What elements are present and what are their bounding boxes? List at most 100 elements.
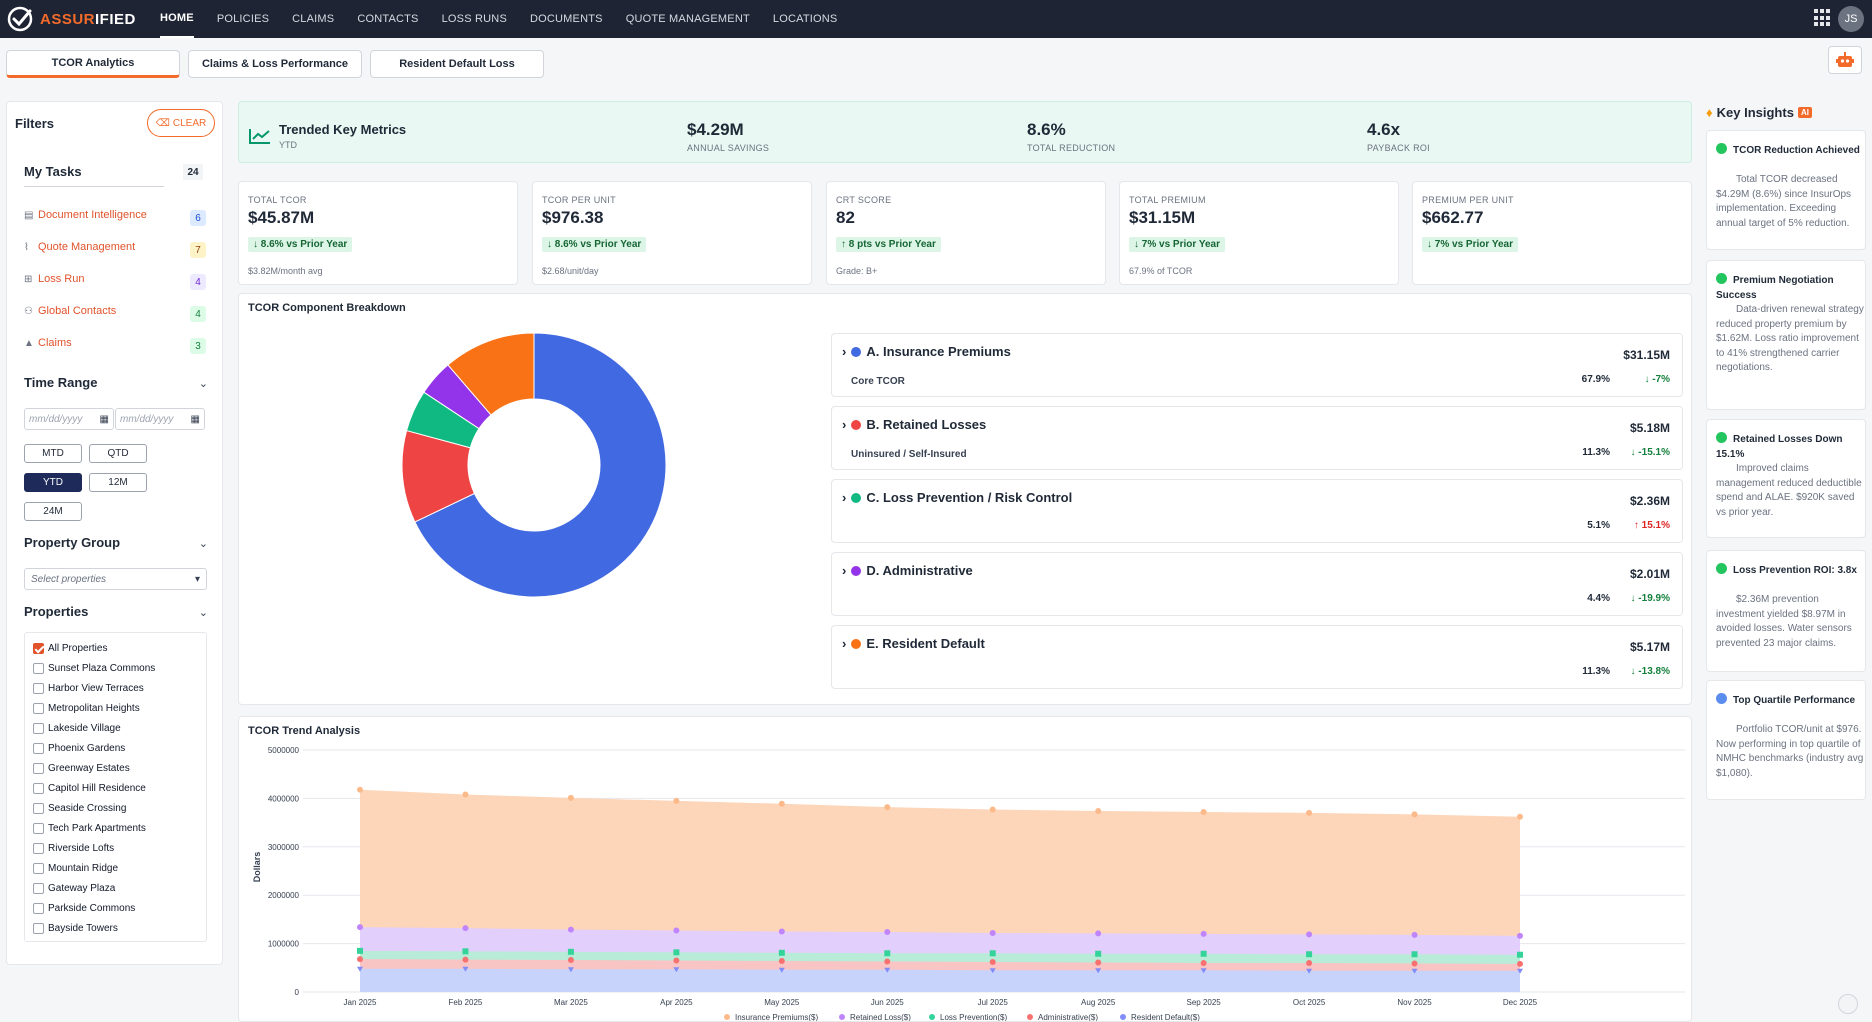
- nav-home[interactable]: HOME: [160, 0, 194, 38]
- nav-policies[interactable]: POLICIES: [216, 13, 270, 25]
- property-item[interactable]: Phoenix Gardens: [33, 743, 125, 754]
- data-point[interactable]: [673, 967, 680, 973]
- calendar-icon[interactable]: ▦: [99, 413, 109, 425]
- legend-label[interactable]: Administrative($): [1038, 1013, 1098, 1021]
- data-point[interactable]: [1095, 930, 1102, 937]
- data-point[interactable]: [462, 966, 469, 972]
- insight-card[interactable]: Loss Prevention ROI: 3.8x $2.36M prevent…: [1706, 550, 1866, 672]
- property-item[interactable]: Tech Park Apartments: [33, 823, 146, 834]
- chevron-down-icon[interactable]: ⌄: [198, 607, 208, 619]
- data-point[interactable]: [778, 967, 785, 973]
- data-point[interactable]: [357, 924, 363, 931]
- range-mtd-button[interactable]: MTD: [24, 444, 82, 463]
- data-point[interactable]: [567, 948, 574, 955]
- chevron-right-icon[interactable]: ›: [842, 344, 847, 359]
- data-point[interactable]: [462, 791, 469, 798]
- data-point[interactable]: [357, 966, 363, 972]
- data-point[interactable]: [673, 957, 680, 964]
- data-point[interactable]: [778, 800, 785, 807]
- nav-locations[interactable]: LOCATIONS: [772, 13, 838, 25]
- chevron-right-icon[interactable]: ›: [842, 490, 847, 505]
- data-point[interactable]: [1306, 951, 1313, 958]
- range-24m-button[interactable]: 24M: [24, 502, 82, 521]
- property-item[interactable]: Gateway Plaza: [33, 883, 115, 894]
- checkbox[interactable]: [33, 683, 44, 694]
- data-point[interactable]: [1306, 809, 1313, 816]
- data-point[interactable]: [357, 947, 363, 954]
- data-point[interactable]: [1411, 960, 1418, 967]
- data-point[interactable]: [884, 804, 891, 811]
- checkbox[interactable]: [33, 643, 44, 654]
- insight-card[interactable]: TCOR Reduction Achieved Total TCOR decre…: [1706, 130, 1866, 250]
- donut-slice[interactable]: [414, 332, 667, 598]
- range-qtd-button[interactable]: QTD: [89, 444, 147, 463]
- task-document-intelligence[interactable]: ▤ Document Intelligence: [24, 209, 147, 221]
- data-point[interactable]: [462, 956, 469, 963]
- data-point[interactable]: [462, 948, 469, 955]
- data-point[interactable]: [989, 929, 996, 936]
- data-point[interactable]: [989, 806, 996, 813]
- data-point[interactable]: [884, 928, 891, 935]
- nav-documents[interactable]: DOCUMENTS: [529, 13, 603, 25]
- property-item[interactable]: Sunset Plaza Commons: [33, 663, 155, 674]
- task-quote-management[interactable]: ⌇ Quote Management: [24, 241, 136, 253]
- clear-filters-button[interactable]: ⌫ CLEAR: [147, 109, 215, 137]
- property-item[interactable]: Greenway Estates: [33, 763, 130, 774]
- property-item[interactable]: All Properties: [33, 643, 107, 654]
- end-date-input[interactable]: mm/dd/yyyy ▦: [115, 408, 205, 430]
- checkbox[interactable]: [33, 903, 44, 914]
- data-point[interactable]: [673, 927, 680, 934]
- data-point[interactable]: [673, 797, 680, 804]
- property-item[interactable]: Parkside Commons: [33, 903, 135, 914]
- checkbox[interactable]: [33, 763, 44, 774]
- task-loss-run[interactable]: ⊞ Loss Run: [24, 273, 85, 285]
- range-12m-button[interactable]: 12M: [89, 473, 147, 492]
- chevron-right-icon[interactable]: ›: [842, 563, 847, 578]
- insight-card[interactable]: Retained Losses Down 15.1% Improved clai…: [1706, 419, 1866, 538]
- checkbox[interactable]: [33, 823, 44, 834]
- donut-slice[interactable]: [447, 332, 535, 416]
- task-claims[interactable]: ▲ Claims: [24, 337, 72, 349]
- checkbox[interactable]: [33, 923, 44, 934]
- property-item[interactable]: Lakeside Village: [33, 723, 121, 734]
- checkbox[interactable]: [33, 803, 44, 814]
- component-retained-losses[interactable]: › B. Retained Losses Uninsured / Self-Ins…: [831, 406, 1683, 470]
- chevron-right-icon[interactable]: ›: [842, 417, 847, 432]
- nav-quote-management[interactable]: QUOTE MANAGEMENT: [625, 13, 750, 25]
- start-date-input[interactable]: mm/dd/yyyy ▦: [24, 408, 114, 430]
- data-point[interactable]: [884, 967, 891, 973]
- data-point[interactable]: [1200, 808, 1207, 815]
- chat-icon[interactable]: [1838, 994, 1858, 1014]
- kpi-card-total-tcor[interactable]: TOTAL TCOR $45.87M ↓ 8.6% vs Prior Year …: [238, 181, 518, 285]
- insight-card[interactable]: Top Quartile Performance Portfolio TCOR/…: [1706, 680, 1866, 800]
- data-point[interactable]: [1517, 968, 1523, 974]
- legend-label[interactable]: Resident Default($): [1131, 1013, 1200, 1021]
- data-point[interactable]: [462, 925, 469, 932]
- data-point[interactable]: [1411, 931, 1418, 938]
- data-point[interactable]: [1517, 813, 1523, 820]
- logo[interactable]: ASSURIFIED: [0, 5, 150, 33]
- tab-tcor-analytics[interactable]: TCOR Analytics: [6, 50, 180, 78]
- data-point[interactable]: [1095, 950, 1102, 957]
- property-item[interactable]: Riverside Lofts: [33, 843, 114, 854]
- insight-card[interactable]: Premium Negotiation Success Data-driven …: [1706, 260, 1866, 410]
- data-point[interactable]: [567, 794, 574, 801]
- data-point[interactable]: [567, 967, 574, 973]
- nav-claims[interactable]: CLAIMS: [292, 13, 335, 25]
- data-point[interactable]: [1306, 968, 1313, 974]
- data-point[interactable]: [357, 786, 363, 793]
- checkbox[interactable]: [33, 783, 44, 794]
- data-point[interactable]: [673, 949, 680, 956]
- data-point[interactable]: [1517, 951, 1523, 958]
- data-point[interactable]: [989, 958, 996, 965]
- chevron-right-icon[interactable]: ›: [842, 636, 847, 651]
- checkbox[interactable]: [33, 863, 44, 874]
- property-item[interactable]: Bayside Towers: [33, 923, 118, 934]
- property-item[interactable]: Harbor View Terraces: [33, 683, 144, 694]
- data-point[interactable]: [1200, 930, 1207, 937]
- kpi-card-premium-per-unit[interactable]: PREMIUM PER UNIT $662.77 ↓ 7% vs Prior Y…: [1412, 181, 1692, 285]
- data-point[interactable]: [567, 926, 574, 933]
- component-loss-prevention[interactable]: › C. Loss Prevention / Risk Control $2.36…: [831, 479, 1683, 543]
- legend-label[interactable]: Retained Loss($): [850, 1013, 911, 1021]
- data-point[interactable]: [989, 968, 996, 974]
